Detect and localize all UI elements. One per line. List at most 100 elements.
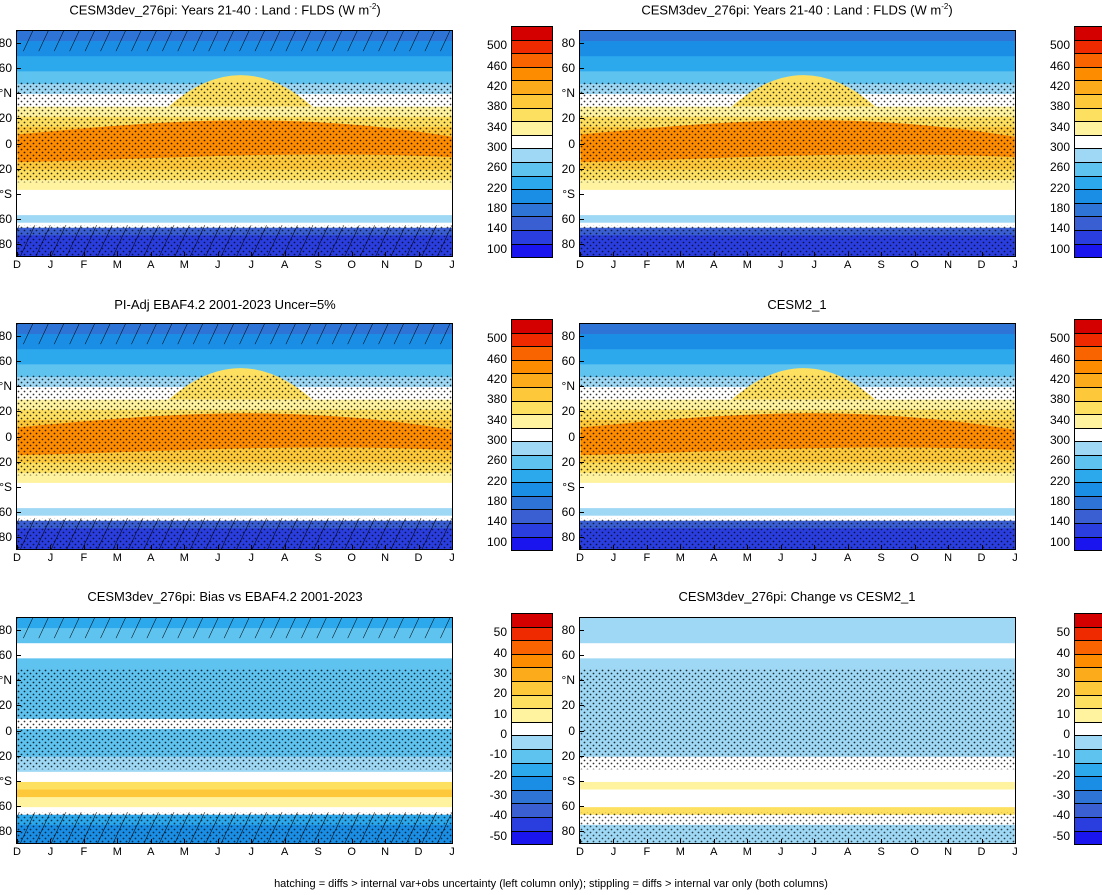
- colorbar-swatch: [1074, 762, 1102, 778]
- y-tick-mark: [579, 143, 584, 145]
- colorbar-swatch: [511, 243, 553, 259]
- colorbar-swatch: [511, 776, 553, 791]
- heatmap-band: [17, 771, 452, 783]
- y-tick-mark: [16, 461, 21, 463]
- colorbar-label: 500: [486, 331, 507, 346]
- x-tick-mark: [680, 545, 682, 550]
- colorbar-swatch: [1074, 427, 1102, 443]
- x-tick-mark: [780, 839, 782, 844]
- x-tick-mark: [847, 252, 849, 257]
- y-tick-mark: [579, 730, 584, 732]
- colorbar-label: 220: [486, 180, 507, 195]
- colorbar-label: 220: [486, 473, 507, 488]
- y-tick-label: 0: [568, 429, 575, 444]
- colorbar-swatch: [1074, 735, 1102, 750]
- heatmap-band: [17, 56, 452, 72]
- colorbar-swatch: [1074, 148, 1102, 163]
- colorbar-label: 180: [1049, 493, 1070, 508]
- y-tick-mark: [579, 93, 584, 95]
- y-tick-mark: [579, 360, 584, 362]
- x-tick-label: J: [47, 552, 54, 564]
- colorbar-swatch: [511, 640, 553, 655]
- x-tick-label: J: [248, 846, 254, 858]
- x-tick-mark: [284, 839, 286, 844]
- colorbar-label: 180: [1049, 200, 1070, 215]
- y-tick-mark: [16, 806, 21, 808]
- x-tick-mark: [1015, 839, 1016, 844]
- y-tick-label: 80: [0, 622, 12, 637]
- x-tick-label: N: [381, 259, 390, 271]
- heatmap-band: [17, 797, 452, 808]
- plot-area: [579, 30, 1016, 257]
- y-tick-mark: [16, 654, 21, 656]
- y-tick-mark: [579, 193, 584, 195]
- y-tick-mark: [579, 461, 584, 463]
- stippling: [17, 374, 452, 476]
- colorbar-swatch: [1074, 121, 1102, 136]
- y-tick-label: 0: [5, 136, 12, 151]
- heatmap-band: [580, 628, 1015, 644]
- heatmap-band: [17, 789, 452, 798]
- y-tick-mark: [579, 411, 584, 413]
- y-tick-mark: [579, 680, 584, 682]
- colorbar-label: 340: [486, 119, 507, 134]
- x-tick-mark: [184, 252, 186, 257]
- colorbar-swatch: [511, 721, 553, 737]
- x-tick-mark: [981, 839, 983, 844]
- colorbar-label: 460: [1049, 351, 1070, 366]
- y-tick-label: 20: [561, 748, 575, 763]
- x-tick-label: F: [643, 552, 651, 564]
- heatmap-band: [580, 215, 1015, 224]
- x-tick-label: J: [449, 552, 455, 564]
- colorbar-swatch: [511, 332, 553, 348]
- x-tick-mark: [914, 252, 916, 257]
- y-tick-label: 60: [561, 60, 575, 75]
- heatmap-band: [17, 508, 452, 517]
- colorbar-label: -20: [1052, 767, 1070, 782]
- x-tick-label: M: [179, 552, 189, 564]
- y-tick-label: 80: [561, 622, 575, 637]
- x-tick-label: J: [1012, 552, 1018, 564]
- y-tick-label: 20: [0, 404, 12, 419]
- panel-title-sup: -2: [941, 2, 949, 11]
- hatching: [17, 31, 452, 52]
- colorbar-swatch: [511, 762, 553, 778]
- x-tick-label: J: [449, 846, 455, 858]
- colorbar-label: 260: [1049, 453, 1070, 468]
- plot-area: [579, 617, 1016, 844]
- colorbar-swatch: [1074, 721, 1102, 737]
- x-tick-mark: [613, 545, 615, 550]
- panel-title-text: CESM3dev_276pi: Years 21-40 : Land : FLD…: [69, 2, 370, 18]
- heatmap-band: [580, 41, 1015, 57]
- x-tick-mark: [184, 545, 186, 550]
- colorbar-swatch: [1074, 653, 1102, 669]
- x-tick-label: M: [112, 846, 122, 858]
- y-tick-mark: [16, 680, 21, 682]
- x-tick-mark: [1015, 545, 1016, 550]
- x-tick-mark: [83, 839, 85, 844]
- y-tick-label: 60: [561, 505, 575, 520]
- heatmap-band: [580, 797, 1015, 808]
- colorbar-swatch: [511, 230, 553, 245]
- y-tick-label: 20: [0, 111, 12, 126]
- y-tick-label: °S: [562, 773, 575, 788]
- x-tick-mark: [17, 545, 18, 550]
- colorbar-swatch: [511, 626, 553, 642]
- colorbar-swatch: [1074, 495, 1102, 511]
- x-tick-mark: [780, 545, 782, 550]
- colorbar-swatch: [511, 509, 553, 524]
- colorbar-label: -30: [489, 787, 507, 802]
- colorbar-swatch: [1074, 468, 1102, 484]
- x-tick-mark: [284, 545, 286, 550]
- colorbar-label: -40: [1052, 808, 1070, 823]
- x-tick-mark: [580, 252, 581, 257]
- colorbar-swatch: [1074, 626, 1102, 642]
- colorbar-swatch: [1074, 94, 1102, 109]
- x-tick-label: D: [576, 259, 584, 271]
- heatmap-band: [580, 618, 1015, 629]
- heatmap-band: [17, 472, 452, 484]
- y-tick-label: 80: [561, 328, 575, 343]
- x-tick-label: O: [910, 259, 919, 271]
- y-tick-mark: [16, 93, 21, 95]
- y-tick-mark: [16, 411, 21, 413]
